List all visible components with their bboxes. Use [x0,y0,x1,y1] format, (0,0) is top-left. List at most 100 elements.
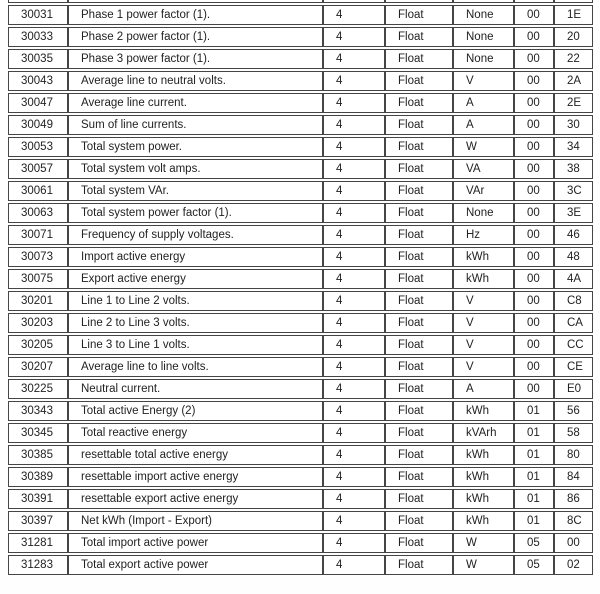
cell-hi-byte: 00 [514,313,554,333]
table-row: 30031 Phase 1 power factor (1). 4 Float None… [8,5,593,25]
cell-hi-byte: 00 [514,93,554,113]
cell-hi-byte: 01 [514,511,554,531]
cell-type: Float [385,27,453,47]
cell-lo-byte: CC [554,335,593,355]
cell-size: 4 [323,445,385,465]
cell-hi-byte: 01 [514,401,554,421]
cell-size: 4 [323,489,385,509]
cell-size: 4 [323,49,385,69]
cell-type: Float [385,357,453,377]
table-row: 30063 Total system power factor (1). 4 Floa… [8,203,593,223]
cell-description: Import active energy [68,247,323,267]
partial-cell [514,0,554,3]
cell-hi-byte: 00 [514,247,554,267]
cell-hi-byte: 01 [514,467,554,487]
cell-size: 4 [323,401,385,421]
cell-lo-byte: 20 [554,27,593,47]
cell-type: Float [385,423,453,443]
cell-register: 30201 [8,291,68,311]
cell-hi-byte: 01 [514,445,554,465]
cell-register: 30207 [8,357,68,377]
cell-register: 31281 [8,533,68,553]
table-row: 30049 Sum of line currents. 4 Float A 00 30 [8,115,593,135]
cell-description: Total system volt amps. [68,159,323,179]
cell-register: 30061 [8,181,68,201]
cell-units: V [453,71,514,91]
cell-units: kWh [453,445,514,465]
cell-lo-byte: 46 [554,225,593,245]
cell-description: Line 3 to Line 1 volts. [68,335,323,355]
cell-lo-byte: 48 [554,247,593,267]
cell-units: W [453,555,514,575]
cell-register: 30071 [8,225,68,245]
cell-size: 4 [323,467,385,487]
cell-description: Total reactive energy [68,423,323,443]
table-row: 30207 Average line to line volts. 4 Float V 0… [8,357,593,377]
cell-type: Float [385,181,453,201]
cell-register: 30345 [8,423,68,443]
cell-size: 4 [323,511,385,531]
cell-lo-byte: 2A [554,71,593,91]
cell-type: Float [385,489,453,509]
cell-size: 4 [323,71,385,91]
table-row: 30033 Phase 2 power factor (1). 4 Float None… [8,27,593,47]
cell-size: 4 [323,269,385,289]
cell-description: Total export active power [68,555,323,575]
cell-type: Float [385,533,453,553]
partial-row-top [8,0,593,3]
cell-hi-byte: 00 [514,203,554,223]
cell-register: 30343 [8,401,68,421]
cell-register: 30033 [8,27,68,47]
cell-hi-byte: 00 [514,5,554,25]
cell-hi-byte: 01 [514,423,554,443]
cell-lo-byte: CA [554,313,593,333]
cell-description: Average line to line volts. [68,357,323,377]
cell-units: W [453,533,514,553]
table-row: 30205 Line 3 to Line 1 volts. 4 Float V 00 CC [8,335,593,355]
partial-cell [453,0,514,3]
cell-type: Float [385,313,453,333]
cell-lo-byte: 02 [554,555,593,575]
cell-size: 4 [323,247,385,267]
cell-type: Float [385,115,453,135]
cell-hi-byte: 00 [514,159,554,179]
cell-type: Float [385,269,453,289]
cell-lo-byte: 56 [554,401,593,421]
cell-type: Float [385,445,453,465]
cell-units: V [453,357,514,377]
table-row: 30061 Total system VAr. 4 Float VAr 00 3C [8,181,593,201]
cell-lo-byte: 3C [554,181,593,201]
table-row: 30057 Total system volt amps. 4 Float VA 00 38 [8,159,593,179]
cell-hi-byte: 00 [514,27,554,47]
cell-size: 4 [323,335,385,355]
table-row: 30075 Export active energy 4 Float kWh 00 4A [8,269,593,289]
cell-units: kWh [453,467,514,487]
table-row: 30345 Total reactive energy 4 Float kVArh 01 5… [8,423,593,443]
cell-units: V [453,335,514,355]
cell-register: 30397 [8,511,68,531]
cell-register: 30047 [8,93,68,113]
table-row: 30203 Line 2 to Line 3 volts. 4 Float V 00 CA [8,313,593,333]
cell-hi-byte: 00 [514,49,554,69]
cell-lo-byte: 30 [554,115,593,135]
cell-register: 30073 [8,247,68,267]
partial-cell [68,0,323,3]
cell-description: Total active Energy (2) [68,401,323,421]
partial-cell [385,0,453,3]
cell-size: 4 [323,5,385,25]
cell-type: Float [385,401,453,421]
cell-lo-byte: 84 [554,467,593,487]
cell-size: 4 [323,181,385,201]
cell-register: 30391 [8,489,68,509]
cell-size: 4 [323,115,385,135]
table-row: 30389 resettable import active energy 4 Flo… [8,467,593,487]
cell-hi-byte: 00 [514,225,554,245]
cell-units: V [453,313,514,333]
cell-units: kWh [453,511,514,531]
cell-size: 4 [323,357,385,377]
cell-description: Total system power. [68,137,323,157]
cell-type: Float [385,5,453,25]
cell-register: 30385 [8,445,68,465]
cell-hi-byte: 00 [514,291,554,311]
